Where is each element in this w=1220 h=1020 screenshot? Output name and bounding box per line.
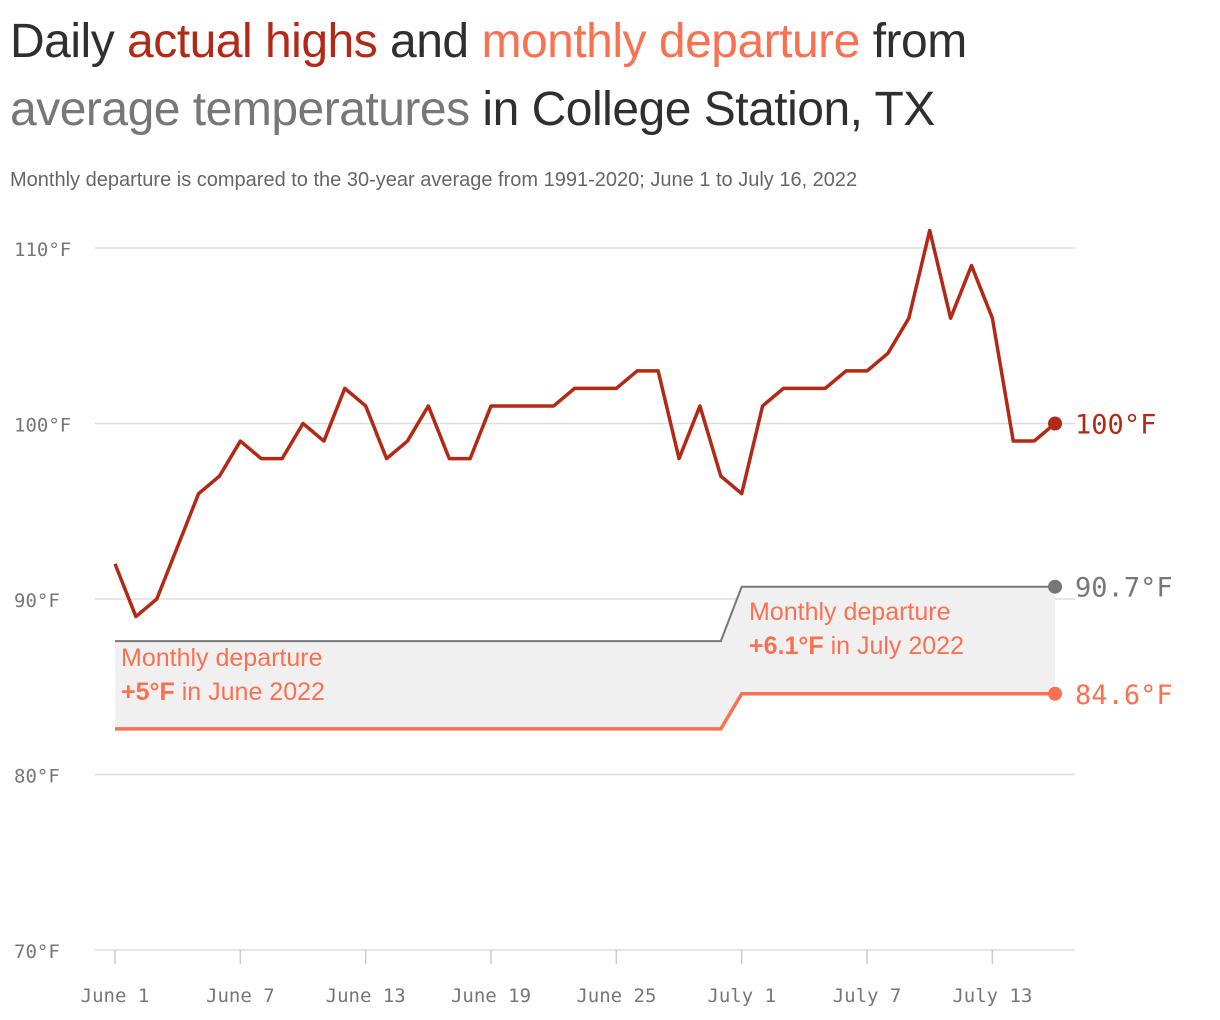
july-annotation-value: +6.1°F <box>749 632 824 660</box>
x-tick-label: June 19 <box>451 985 531 1007</box>
average-temperature-line <box>115 585 1056 643</box>
x-tick-label: June 13 <box>326 985 406 1007</box>
monthly-departure-end-label: 84.6°F <box>1075 680 1173 711</box>
average-temperature-end-label: 90.7°F <box>1075 573 1173 604</box>
monthly-departure-line <box>115 692 1056 731</box>
june-annotation-value: +5°F <box>121 678 175 706</box>
june-annotation-line-1: Monthly departure <box>121 644 323 672</box>
x-tick-label: July 7 <box>833 985 902 1007</box>
label-layer: 100°F 90.7°F 84.6°F Monthly departure +5°F i… <box>121 410 1173 711</box>
chart-subtitle: Monthly departure is compared to the 30-… <box>10 169 858 191</box>
y-tick-label: 70°F <box>14 941 60 963</box>
actual-highs-end-point <box>1048 416 1063 431</box>
x-tick-label: June 7 <box>206 985 275 1007</box>
x-tick-label: June 25 <box>576 985 656 1007</box>
y-tick-label: 100°F <box>14 415 71 437</box>
y-tick-label: 80°F <box>14 766 60 788</box>
title-part-1: Daily <box>10 15 128 68</box>
title-part-5: from <box>859 15 968 68</box>
actual-highs-end-label: 100°F <box>1075 410 1156 441</box>
x-tick-label: July 13 <box>952 985 1032 1007</box>
actual-highs-line <box>113 228 1057 619</box>
chart-title: Daily actual highs and monthly departure… <box>10 8 1210 144</box>
title-part-7: in College Station, TX <box>469 83 935 136</box>
july-annotation-month: in July 2022 <box>824 632 964 660</box>
title-average-temperatures: average temperatures <box>10 83 470 136</box>
title-monthly-departure: monthly departure <box>481 15 860 68</box>
title-actual-highs: actual highs <box>127 15 378 68</box>
average-temperature-end-point <box>1048 579 1063 594</box>
x-tick-label: July 1 <box>707 985 776 1007</box>
line-layer <box>113 228 1063 731</box>
title-part-3: and <box>377 15 482 68</box>
june-annotation-month: in June 2022 <box>175 678 325 706</box>
x-tick-label: June 1 <box>81 985 150 1007</box>
july-annotation-line-1: Monthly departure <box>749 598 951 626</box>
june-annotation-line-2: +5°F in June 2022 <box>121 678 325 706</box>
monthly-departure-end-point <box>1048 686 1063 701</box>
y-tick-label: 110°F <box>14 239 71 261</box>
july-annotation-line-2: +6.1°F in July 2022 <box>749 632 964 660</box>
y-tick-label: 90°F <box>14 590 60 612</box>
